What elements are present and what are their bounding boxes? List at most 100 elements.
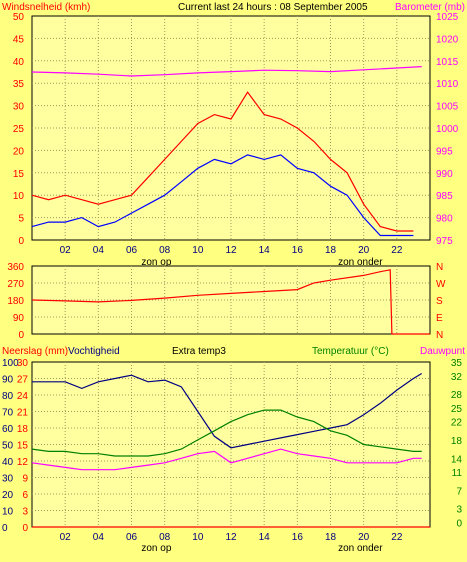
rain-axis-label: Neerslag (mm) xyxy=(2,346,68,357)
wind-panel-xtick: 10 xyxy=(192,245,204,256)
gust-series-line xyxy=(31,91,414,232)
wind-panel-xtick: 22 xyxy=(391,245,403,256)
rain-ytick: 6 xyxy=(22,490,28,501)
extra-temp-label: Extra temp3 xyxy=(172,346,226,357)
temperature-ytick: 3 xyxy=(456,505,462,516)
compass-label: S xyxy=(436,296,443,307)
barometer-ytick: 1020 xyxy=(436,34,459,45)
rain-ytick: 24 xyxy=(17,391,29,402)
rain-ytick: 9 xyxy=(22,474,28,485)
barometer-ytick: 980 xyxy=(436,214,453,225)
rain-ytick: 0 xyxy=(22,523,28,534)
wind-series-line xyxy=(31,154,414,237)
temperature-axis-label: Temperatuur (°C) xyxy=(312,346,389,357)
humidity-panel-xtick: 16 xyxy=(292,532,304,543)
wind-panel-xtick: 08 xyxy=(159,245,171,256)
wind-panel-xtick: 20 xyxy=(358,245,370,256)
rain-ytick: 27 xyxy=(17,375,29,386)
wind-ytick: 15 xyxy=(13,169,25,180)
winddir-ytick: 0 xyxy=(18,330,24,341)
humidity-panel-xtick: 10 xyxy=(192,532,204,543)
wind-ytick: 35 xyxy=(13,79,25,90)
humidity-ytick: 80 xyxy=(2,391,14,402)
rain-ytick: 30 xyxy=(17,358,29,369)
wind-panel-xtick: 06 xyxy=(126,245,138,256)
wind-ytick: 0 xyxy=(18,236,24,247)
humidity-ytick: 90 xyxy=(2,375,14,386)
barometer-ytick: 1015 xyxy=(436,57,459,68)
humidity-panel-sunrise-label: zon op xyxy=(141,543,171,554)
rain-ytick: 15 xyxy=(17,441,29,452)
wind-ytick: 45 xyxy=(13,34,25,45)
dewpoint-axis-label: Dauwpunt xyxy=(420,346,465,357)
temperature-ytick: 35 xyxy=(451,358,463,369)
humidity-ytick: 0 xyxy=(2,523,8,534)
humidity-panel-xtick: 12 xyxy=(225,532,237,543)
temperature-ytick: 0 xyxy=(456,518,462,529)
dewpoint-series-line xyxy=(31,448,422,471)
humidity-panel-xtick: 02 xyxy=(60,532,72,543)
compass-label: N xyxy=(436,330,443,341)
compass-label: E xyxy=(436,313,443,324)
humidity-panel-xtick: 20 xyxy=(358,532,370,543)
humidity-ytick: 50 xyxy=(2,441,14,452)
wind-panel-xtick: 04 xyxy=(93,245,105,256)
barometer-ytick: 1000 xyxy=(436,124,459,135)
winddir-ytick: 90 xyxy=(13,313,25,324)
wind-ytick: 40 xyxy=(13,57,25,68)
humidity-panel-xtick: 18 xyxy=(325,532,337,543)
barometer-ytick: 975 xyxy=(436,236,453,247)
humidity-axis-label: Vochtigheid xyxy=(68,346,120,357)
wind-ytick: 50 xyxy=(13,12,25,23)
compass-label: W xyxy=(436,279,446,290)
wind-panel-xtick: 16 xyxy=(292,245,304,256)
humidity-panel-xtick: 14 xyxy=(259,532,271,543)
humidity-series-line xyxy=(32,372,423,449)
wind-ytick: 20 xyxy=(13,146,25,157)
humidity-ytick: 40 xyxy=(2,457,14,468)
wind-ytick: 30 xyxy=(13,102,25,113)
wind-ytick: 25 xyxy=(13,124,25,135)
wind-ytick: 5 xyxy=(18,214,24,225)
wind-panel-sunset-label: zon onder xyxy=(338,257,383,268)
barometer-ytick: 1025 xyxy=(436,12,459,23)
rain-ytick: 12 xyxy=(17,457,29,468)
humidity-panel-sunset-label: zon onder xyxy=(338,543,383,554)
temperature-series-line xyxy=(31,409,422,457)
header-left-label: Windsnelheid (kmh) xyxy=(2,2,90,13)
barometer-ytick: 1010 xyxy=(436,79,459,90)
rain-ytick: 3 xyxy=(22,507,28,518)
humidity-panel-xtick: 22 xyxy=(391,532,403,543)
wind-panel-xtick: 02 xyxy=(60,245,72,256)
temperature-ytick: 14 xyxy=(451,454,463,465)
temperature-ytick: 18 xyxy=(451,436,463,447)
wind-ytick: 10 xyxy=(13,191,25,202)
barometer-ytick: 1005 xyxy=(436,102,459,113)
barometer-ytick: 995 xyxy=(436,146,453,157)
humidity-panel-xtick: 04 xyxy=(93,532,105,543)
humidity-panel-xtick: 06 xyxy=(126,532,138,543)
temperature-ytick: 22 xyxy=(451,418,463,429)
barometer-series-line xyxy=(31,66,422,77)
winddir-ytick: 360 xyxy=(7,262,24,273)
wind-panel-xtick: 18 xyxy=(325,245,337,256)
winddir-ytick: 270 xyxy=(7,279,24,290)
temperature-ytick: 11 xyxy=(452,468,463,479)
humidity-ytick: 60 xyxy=(2,424,14,435)
wind-panel-xtick: 12 xyxy=(225,245,237,256)
wind-panel-sunrise-label: zon op xyxy=(141,257,171,268)
humidity-ytick: 70 xyxy=(2,408,14,419)
wind-panel-xtick: 14 xyxy=(259,245,271,256)
humidity-ytick: 20 xyxy=(2,490,14,501)
temperature-ytick: 25 xyxy=(451,404,463,415)
plots-layer: 0510152025303540455097598098599099510001… xyxy=(2,12,465,554)
temperature-ytick: 28 xyxy=(451,390,463,401)
rain-ytick: 18 xyxy=(17,424,29,435)
winddir-series-line xyxy=(31,269,430,335)
temperature-ytick: 32 xyxy=(451,372,463,383)
barometer-ytick: 990 xyxy=(436,169,453,180)
humidity-ytick: 30 xyxy=(2,474,14,485)
header-right-label: Barometer (mb) xyxy=(395,2,465,13)
temperature-ytick: 7 xyxy=(456,486,462,497)
